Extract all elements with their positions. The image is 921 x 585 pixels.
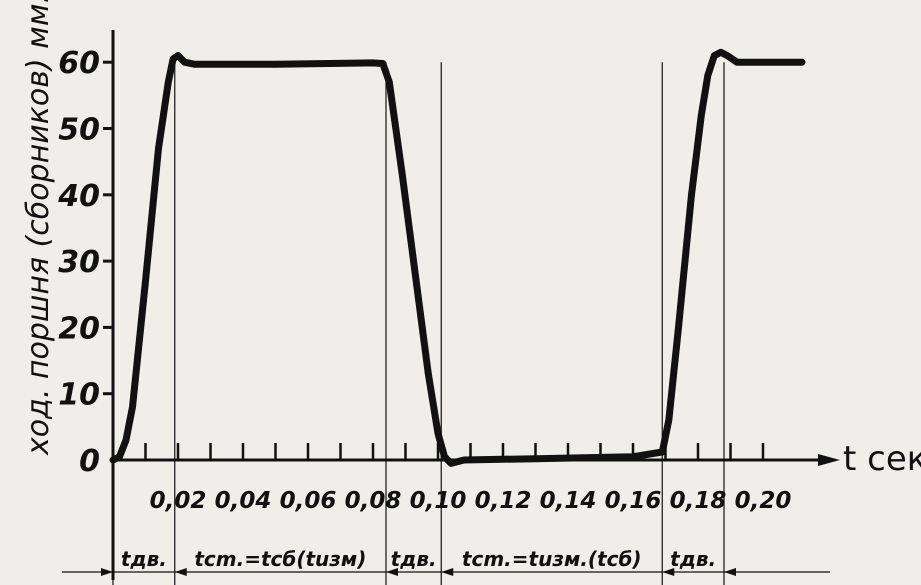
y-tick-label: 30 bbox=[58, 245, 100, 280]
phase-arrowhead bbox=[724, 568, 736, 576]
phase-label: tcm.=tuзм.(tсб) bbox=[462, 547, 642, 571]
phase-label: tдв. bbox=[670, 547, 716, 571]
y-tick-label: 40 bbox=[57, 179, 100, 214]
y-tick-label: 50 bbox=[58, 113, 100, 148]
y-tick-label: 0 bbox=[79, 444, 100, 479]
phase-arrowhead bbox=[174, 568, 187, 576]
x-ticks: 0,02 0,04 0,06 0,08 0,10 0,12 0,14 0,16 0,18 0,20 bbox=[144, 443, 792, 514]
x-tick-label: 0,08 bbox=[345, 488, 402, 514]
x-tick-label: 0,20 bbox=[735, 488, 792, 514]
y-ticks: 0 10 20 30 40 50 60 bbox=[57, 46, 113, 479]
phase-arrowhead bbox=[386, 568, 398, 576]
y-tick-label: 20 bbox=[58, 311, 100, 346]
x-tick-label: 0,12 bbox=[475, 488, 532, 514]
x-tick-label: 0,04 bbox=[215, 488, 272, 514]
phase-arrowhead bbox=[101, 568, 113, 576]
x-tick-label: 0,06 bbox=[280, 488, 337, 514]
x-tick-label: 0,14 bbox=[540, 488, 597, 514]
phase-label: tcm.=tсб(tuзм) bbox=[194, 547, 366, 571]
x-tick-label: 0,16 bbox=[605, 488, 662, 514]
phase-arrowhead bbox=[441, 568, 454, 576]
series-line-piston-stroke bbox=[109, 48, 806, 467]
x-tick-label: 0,18 bbox=[670, 488, 727, 514]
phase-label: tдв. bbox=[391, 547, 437, 571]
y-tick-label: 60 bbox=[58, 46, 100, 81]
x-tick-label: 0,02 bbox=[150, 488, 207, 514]
y-axis-label: ход. поршня (сборников) мм. bbox=[21, 0, 56, 456]
x-axis-label: t сек. bbox=[843, 439, 921, 479]
x-axis-arrow bbox=[818, 454, 840, 466]
y-tick-label: 10 bbox=[58, 378, 100, 413]
x-tick-label: 0,10 bbox=[410, 488, 467, 514]
phase-arrowhead bbox=[662, 568, 675, 576]
phase-row: tдв. tcm.=tсб(tuзм) tдв. tcm.=tuзм.(tсб) tдв… bbox=[62, 547, 830, 576]
phase-label: tдв. bbox=[121, 547, 167, 571]
